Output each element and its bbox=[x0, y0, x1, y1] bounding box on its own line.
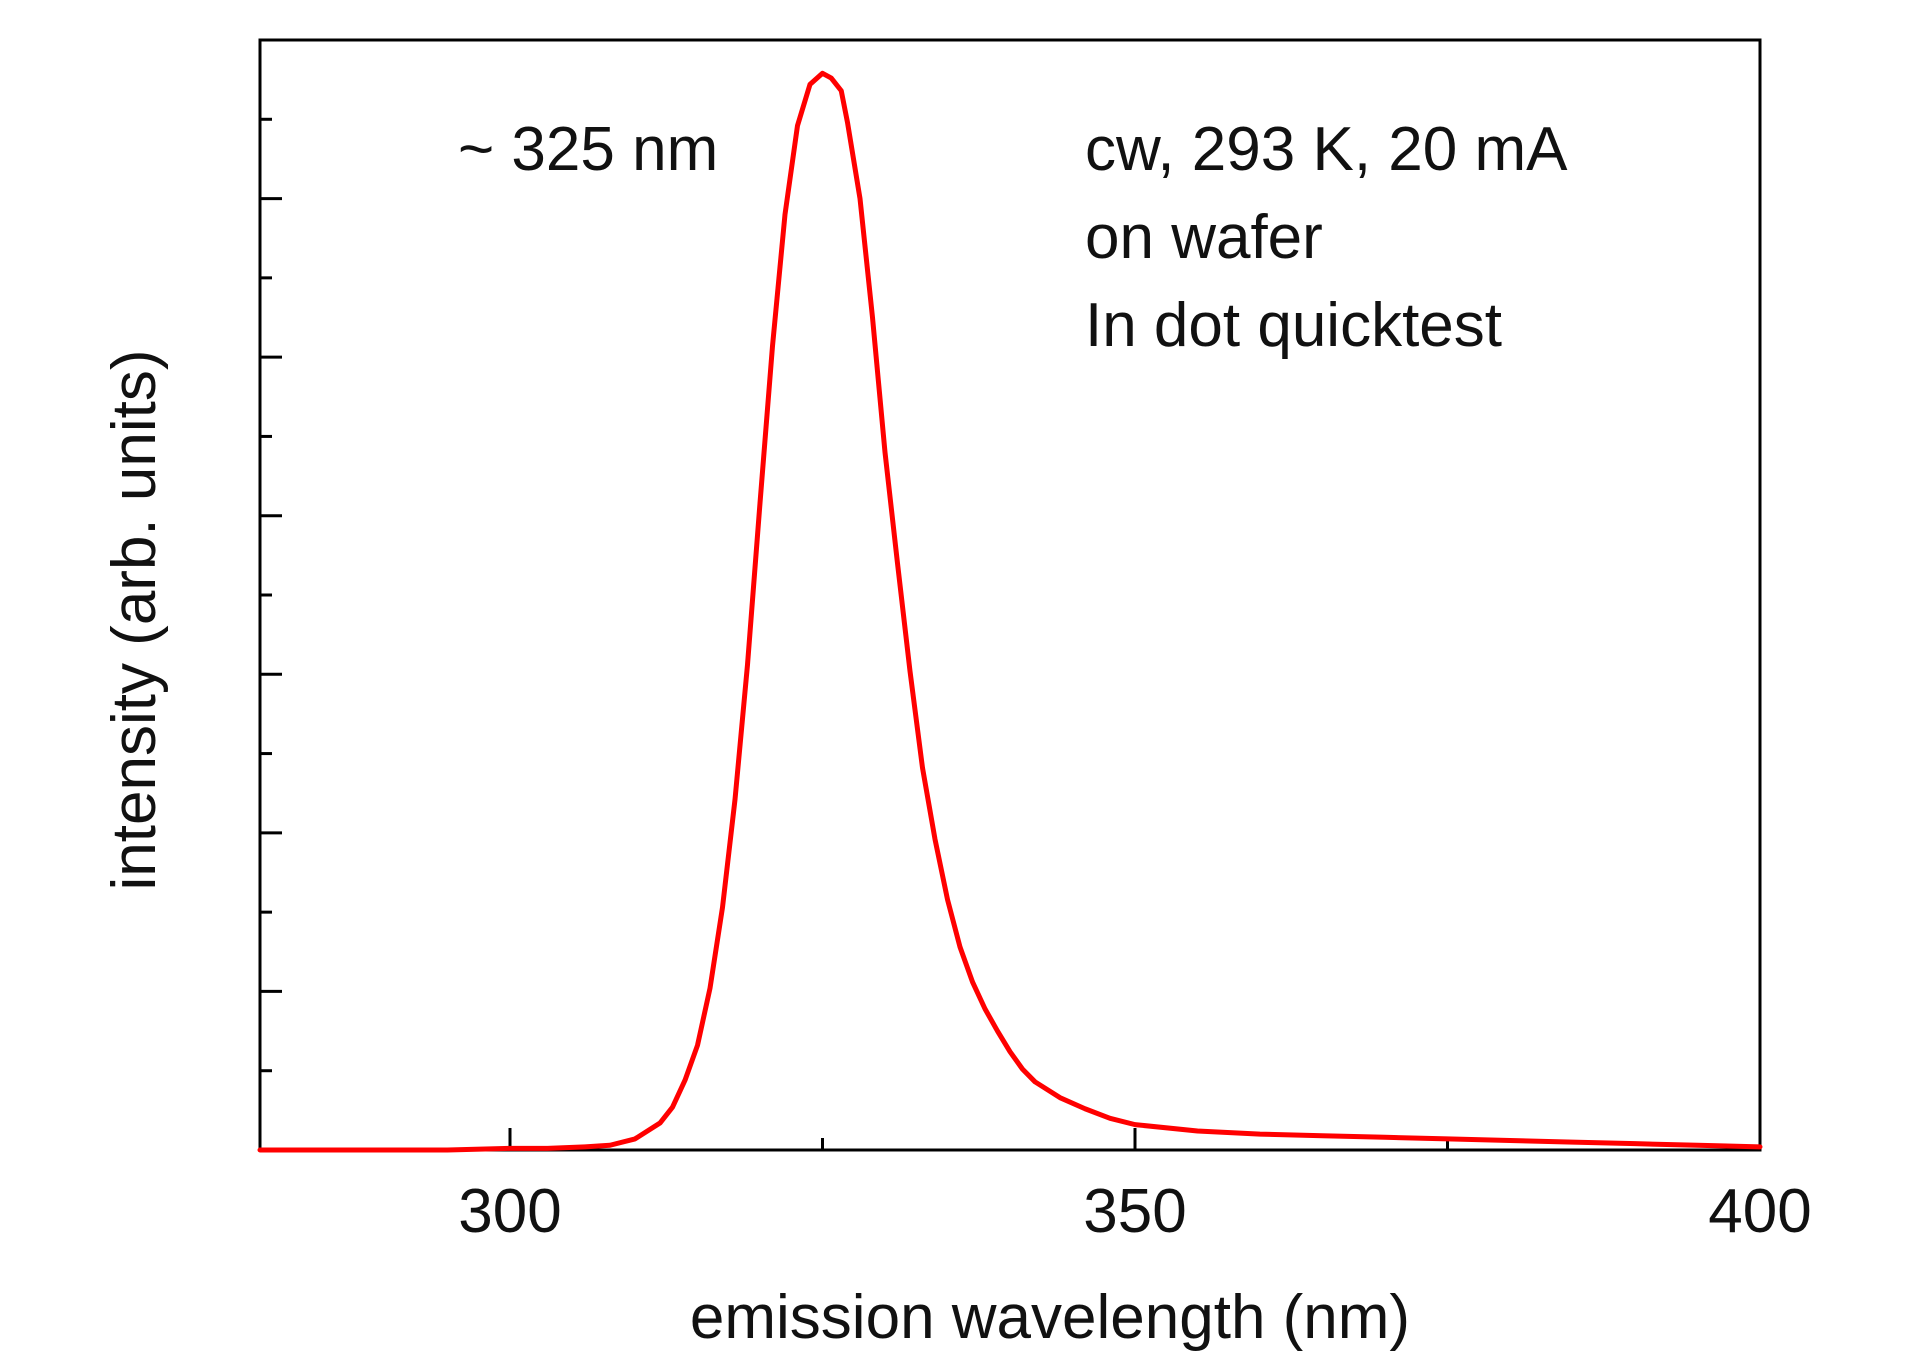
conditions-annotation: cw, 293 K, 20 mA bbox=[1085, 115, 1568, 184]
labels-layer: emission wavelength (nm) intensity (arb.… bbox=[100, 115, 1812, 1352]
series-layer bbox=[257, 70, 1763, 1153]
x-axis-title: emission wavelength (nm) bbox=[690, 1283, 1410, 1352]
x-tick-label: 400 bbox=[1708, 1177, 1811, 1246]
on-wafer-annotation: on wafer bbox=[1085, 203, 1323, 272]
plot-frame bbox=[258, 38, 1762, 1152]
test-method-annotation: In dot quicktest bbox=[1085, 291, 1502, 360]
x-tick-label: 300 bbox=[458, 1177, 561, 1246]
axes-layer bbox=[258, 38, 1762, 1152]
y-axis-title: intensity (arb. units) bbox=[100, 350, 169, 891]
peak-wavelength-annotation: ~ 325 nm bbox=[458, 115, 718, 184]
ticks-layer bbox=[260, 117, 1762, 1150]
x-tick-label: 350 bbox=[1083, 1177, 1186, 1246]
spectrum-series-line bbox=[257, 70, 1763, 1153]
